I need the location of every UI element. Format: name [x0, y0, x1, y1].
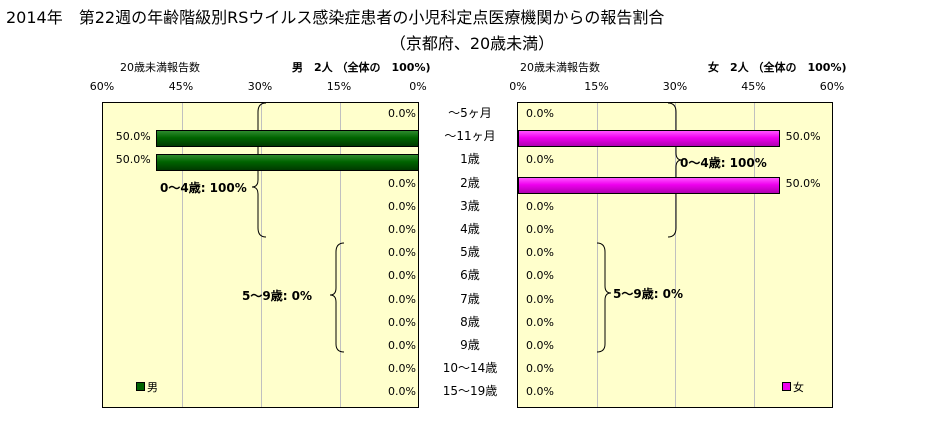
male-data-label: 0.0% — [388, 199, 416, 213]
female-data-label: 0.0% — [526, 199, 554, 213]
male-data-label: 0.0% — [388, 315, 416, 329]
female-data-label: 0.0% — [526, 315, 554, 329]
female-data-label: 50.0% — [785, 176, 821, 190]
age-category-label: 4歳 — [460, 222, 480, 236]
male-tick-label: 30% — [247, 80, 273, 93]
male-bracket-5-9 — [329, 242, 345, 353]
male-data-label: 0.0% — [388, 339, 416, 352]
female-tick-label: 60% — [819, 80, 845, 93]
female-group-0-4-annotation: 0～4歳: 100% — [680, 156, 767, 170]
male-bracket-0-4 — [251, 102, 267, 238]
female-bracket-5-9 — [596, 242, 612, 353]
male-tick-label: 0% — [409, 80, 427, 93]
male-gridline — [340, 103, 341, 407]
age-category-label: 7歳 — [460, 291, 480, 306]
female-gridline — [675, 103, 676, 407]
chart-subtitle: （京都府、20歳未満） — [389, 34, 555, 53]
age-category-label: 6歳 — [460, 268, 480, 283]
male-data-label: 0.0% — [388, 292, 416, 306]
male-legend-label: 男 — [147, 381, 158, 394]
male-tick-label: 60% — [89, 80, 115, 93]
age-category-label: 8歳 — [460, 314, 480, 329]
female-total-label: 女 2人 （全体の 100%) — [708, 61, 847, 74]
female-data-label: 0.0% — [526, 269, 554, 283]
male-total-label: 男 2人 （全体の 100%) — [292, 61, 431, 74]
male-gridline — [182, 103, 183, 407]
male-legend-swatch — [136, 382, 145, 391]
female-group-5-9-annotation: 5～9歳: 0% — [613, 287, 684, 301]
female-plot-area — [517, 102, 833, 408]
male-data-label: 0.0% — [388, 246, 416, 260]
female-bracket-0-4 — [667, 102, 683, 238]
age-category-label: ～5ヶ月 — [448, 106, 492, 120]
male-data-label: 0.0% — [388, 223, 416, 236]
female-data-label: 50.0% — [785, 130, 821, 144]
female-data-label: 0.0% — [526, 362, 554, 376]
female-data-label: 0.0% — [526, 385, 554, 399]
female-data-label: 0.0% — [526, 246, 554, 260]
male-tick-label: 45% — [168, 80, 194, 93]
age-category-label: 1歳 — [460, 152, 480, 167]
female-tick-label: 30% — [662, 80, 688, 93]
female-tick-label: 45% — [741, 80, 766, 93]
female-data-label: 0.0% — [526, 339, 554, 352]
female-report-count-label: 20歳未満報告数 — [520, 61, 600, 74]
age-category-label: ～11ヶ月 — [444, 129, 496, 144]
male-group-0-4-annotation: 0～4歳: 100% — [160, 181, 247, 195]
female-tick-label: 0% — [509, 80, 527, 93]
male-group-5-9-annotation: 5～9歳: 0% — [242, 289, 313, 303]
male-report-count-label: 20歳未満報告数 — [120, 61, 200, 74]
male-gridline — [261, 103, 262, 407]
chart-title: 2014年 第22週の年齢階級別RSウイルス感染症患者の小児科定点医療機関からの… — [6, 8, 665, 27]
female-data-label: 0.0% — [526, 223, 554, 236]
female-data-label: 0.0% — [526, 292, 554, 306]
age-category-label: 15～19歳 — [442, 384, 498, 399]
age-category-label: 5歳 — [460, 245, 480, 260]
male-bar — [155, 153, 419, 171]
female-gridline — [596, 103, 598, 407]
female-legend: 女 — [782, 382, 804, 394]
male-data-label: 0.0% — [388, 269, 416, 283]
male-tick-label: 15% — [326, 80, 352, 93]
male-data-label: 50.0% — [115, 130, 151, 144]
female-tick-label: 15% — [584, 80, 609, 93]
female-gridline — [753, 103, 755, 407]
female-legend-swatch — [782, 382, 791, 391]
female-bar — [518, 130, 780, 148]
age-category-label: 10～14歳 — [442, 361, 498, 376]
male-data-label: 0.0% — [388, 107, 416, 120]
male-bar — [155, 130, 419, 148]
age-category-label: 2歳 — [460, 175, 480, 190]
male-plot-area — [102, 102, 419, 408]
female-bar — [518, 176, 780, 194]
male-data-label: 0.0% — [388, 176, 416, 190]
male-data-label: 50.0% — [115, 153, 151, 167]
female-data-label: 0.0% — [526, 153, 554, 167]
female-data-label: 0.0% — [526, 107, 554, 120]
female-legend-label: 女 — [793, 381, 804, 394]
age-category-label: 9歳 — [460, 338, 480, 352]
age-category-label: 3歳 — [460, 198, 480, 213]
male-data-label: 0.0% — [388, 362, 416, 376]
male-data-label: 0.0% — [388, 385, 416, 399]
male-legend: 男 — [136, 382, 158, 394]
